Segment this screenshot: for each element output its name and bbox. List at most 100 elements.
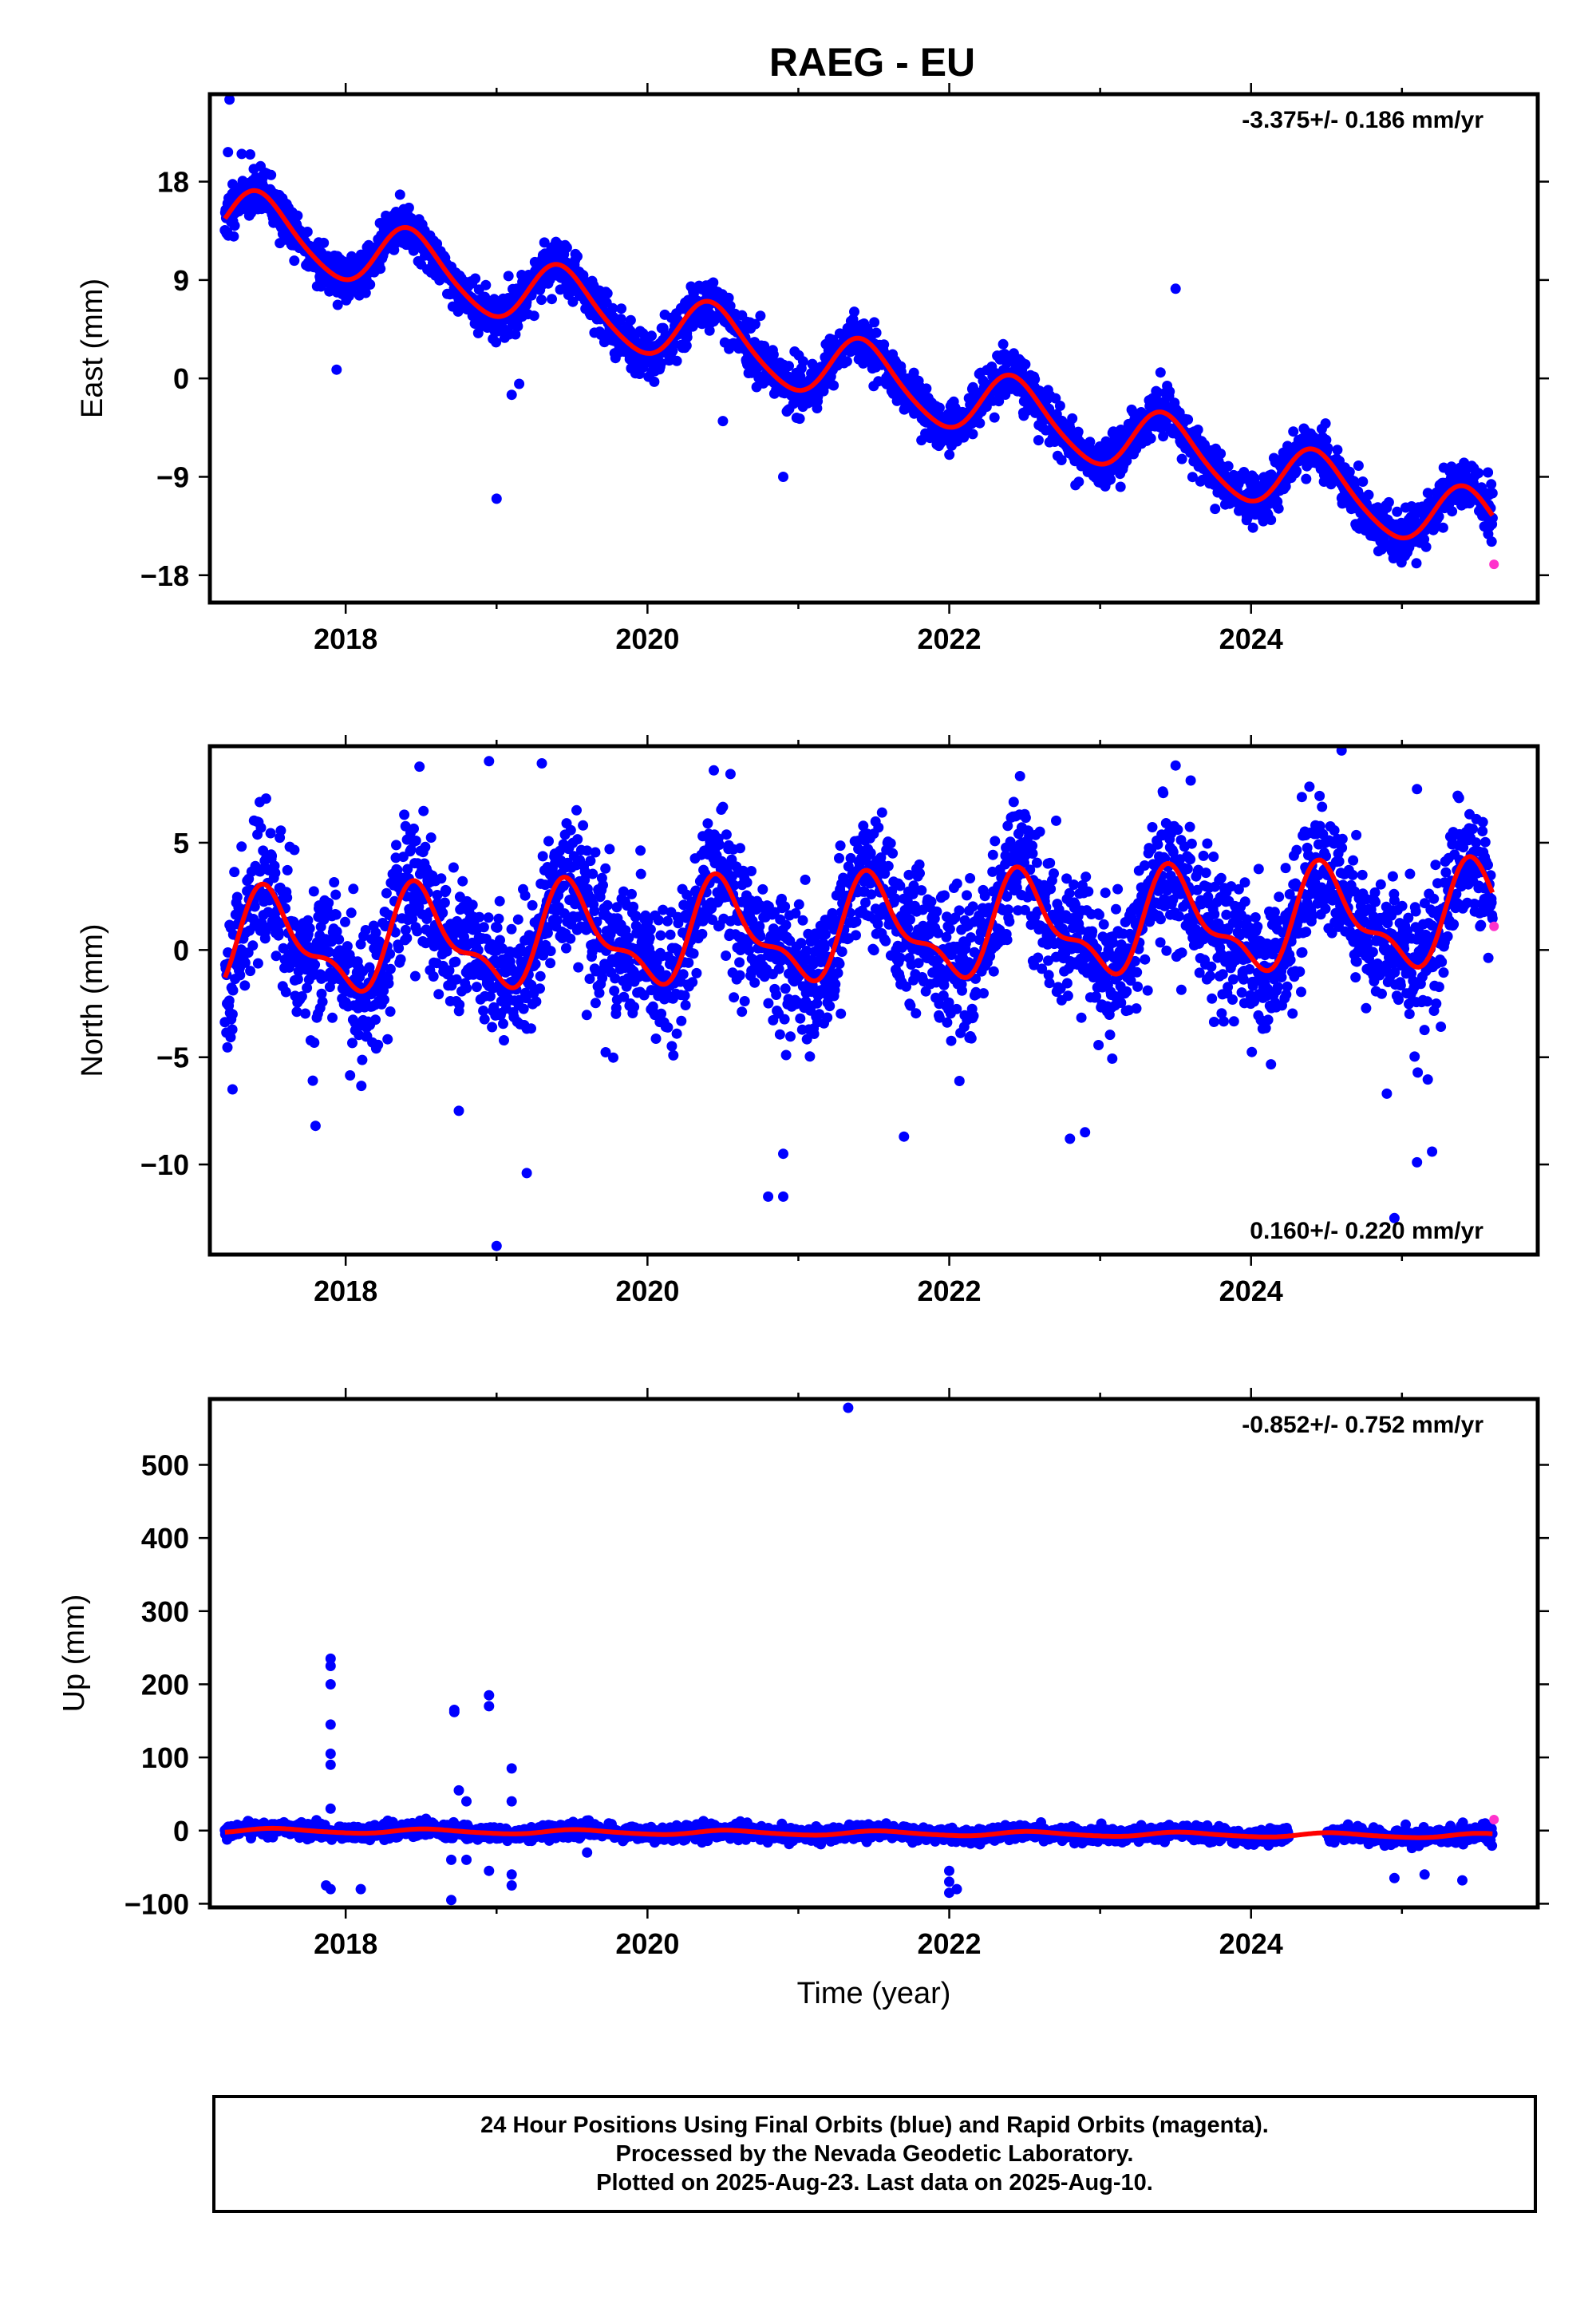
north-point [905, 914, 915, 925]
east-point [755, 310, 766, 322]
east-point [480, 279, 492, 290]
north-point [804, 1051, 816, 1062]
east-point [1249, 472, 1260, 484]
east-point [375, 263, 386, 275]
north-point [835, 840, 846, 852]
north-point [774, 1029, 785, 1040]
north-point [572, 834, 583, 845]
north-point [895, 880, 906, 891]
east-point [1105, 474, 1116, 485]
north-point [573, 962, 584, 973]
east-point [1363, 489, 1374, 500]
east-point [403, 202, 414, 213]
north-point [780, 1049, 792, 1061]
north-point [309, 1037, 320, 1048]
north-point [819, 943, 830, 954]
east-point [536, 294, 547, 306]
north-point [609, 986, 620, 996]
north-point [916, 885, 927, 896]
north-point [962, 890, 972, 901]
north-point [926, 896, 937, 907]
east-point [1084, 437, 1096, 448]
north-point [428, 971, 439, 982]
east-point [989, 412, 1000, 423]
north-point [282, 892, 293, 903]
north-point [395, 954, 406, 965]
north-point [331, 926, 342, 937]
north-point [600, 863, 611, 874]
north-point [1020, 812, 1031, 824]
north-point [535, 983, 545, 994]
north-point [628, 901, 639, 912]
north-point [734, 957, 745, 968]
north-point [721, 951, 732, 961]
east-point [871, 327, 882, 338]
north-point [691, 967, 702, 978]
north-point [307, 1075, 318, 1086]
north-point [545, 946, 556, 957]
north-point [702, 818, 713, 829]
east-final-points [219, 94, 1498, 569]
east-xtick-label: 2020 [615, 622, 679, 655]
north-point [280, 986, 291, 998]
north-point [506, 923, 517, 935]
north-point [683, 957, 694, 968]
north-point [942, 1017, 953, 1028]
north-point [239, 980, 251, 991]
north-point [771, 990, 782, 1000]
north-point [385, 1006, 396, 1017]
north-point [274, 928, 284, 939]
east-point [1192, 425, 1203, 435]
north-point [222, 1041, 233, 1053]
east-point [708, 277, 719, 288]
north-point [537, 851, 548, 862]
east-xtick-label: 2024 [1219, 622, 1283, 655]
north-point [370, 1014, 381, 1026]
north-point [409, 970, 421, 982]
east-ytick-label: 18 [157, 166, 189, 199]
north-point [626, 888, 637, 899]
east-plot-area [219, 94, 1499, 570]
north-point [594, 987, 605, 998]
east-ylabel: East (mm) [76, 279, 109, 418]
east-point [1223, 460, 1234, 472]
east-point [1383, 496, 1394, 508]
north-point [487, 1022, 498, 1033]
north-point [345, 1070, 356, 1081]
north-point [479, 1014, 490, 1025]
east-point [503, 271, 514, 282]
east-point [1050, 393, 1061, 404]
north-point [1031, 857, 1042, 868]
north-point [450, 956, 461, 967]
east-ytick-label: −9 [156, 460, 189, 493]
north-point [824, 1001, 836, 1012]
north-point [323, 897, 334, 908]
east-point [1321, 434, 1332, 445]
north-point [302, 915, 314, 926]
east-point [1273, 503, 1284, 514]
east-point [1332, 445, 1343, 456]
east-point [1288, 426, 1299, 437]
north-point [310, 959, 321, 970]
east-point [236, 148, 247, 160]
north-point [391, 840, 401, 851]
east-point [1266, 515, 1277, 525]
east-point [974, 417, 986, 429]
east-point [318, 237, 330, 248]
north-point [260, 793, 271, 804]
east-point [667, 346, 678, 357]
north-point [467, 899, 478, 911]
east-outlier-point [514, 378, 525, 389]
north-point [808, 1029, 820, 1039]
east-rate-label: -3.375+/- 0.186 mm/yr [1242, 107, 1483, 133]
north-point [401, 933, 413, 943]
north-point [836, 947, 847, 957]
north-plot-area [219, 746, 1499, 1251]
north-point [483, 912, 494, 923]
east-point [681, 332, 693, 343]
north-point [518, 1003, 529, 1014]
north-point [780, 983, 791, 994]
north-point [944, 923, 955, 935]
east-point [539, 237, 550, 248]
